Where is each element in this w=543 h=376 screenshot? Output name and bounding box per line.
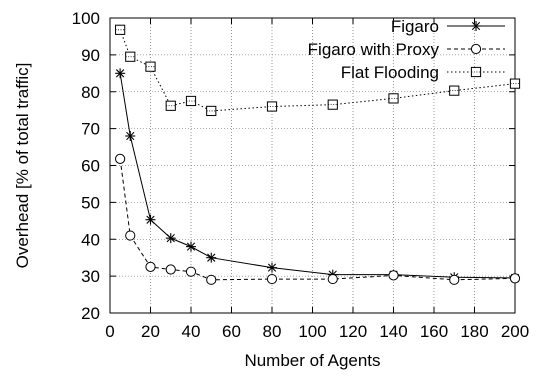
y-tick-label: 40 — [81, 230, 100, 249]
series-layer — [115, 24, 521, 285]
data-point — [206, 105, 217, 117]
x-tick-label: 20 — [141, 322, 160, 341]
x-tick-label: 200 — [501, 322, 529, 341]
legend-entry: Flat Flooding — [341, 63, 505, 82]
data-point — [145, 214, 156, 225]
x-tick-label: 100 — [298, 322, 326, 341]
x-tick-label: 160 — [420, 322, 448, 341]
legend-entry: Figaro with Proxy — [308, 40, 505, 59]
series-flat-flooding — [115, 24, 521, 117]
x-tick-label: 40 — [182, 322, 201, 341]
data-point — [509, 273, 521, 284]
data-point — [125, 230, 136, 241]
x-tick-label: 80 — [263, 322, 282, 341]
legend-label: Flat Flooding — [341, 63, 439, 82]
data-point — [125, 131, 136, 141]
data-point — [115, 153, 126, 164]
legend-marker — [471, 21, 481, 31]
data-point — [165, 233, 176, 244]
y-tick-label: 20 — [81, 304, 100, 323]
series-figaro-with-proxy — [115, 153, 521, 285]
data-point — [165, 264, 176, 275]
y-tick-label: 100 — [72, 9, 100, 28]
data-point — [266, 101, 278, 112]
data-point — [145, 61, 156, 72]
y-tick-label: 50 — [81, 193, 100, 212]
y-tick-label: 90 — [81, 46, 100, 65]
axes: 0 20 40 60 80 100 120 140 160 180 200 20 30 40 50 60 70 8… — [72, 9, 530, 341]
data-point — [267, 262, 277, 273]
data-point — [185, 266, 197, 277]
data-point — [145, 261, 156, 273]
data-point — [388, 93, 399, 104]
data-point — [115, 24, 126, 35]
data-point — [509, 78, 521, 89]
data-point — [206, 252, 217, 263]
data-point — [327, 99, 338, 110]
legend: Figaro Figaro with Proxy Flat Flooding — [308, 17, 505, 82]
data-point — [186, 241, 196, 252]
data-point — [206, 274, 217, 285]
x-tick-label: 0 — [105, 322, 114, 341]
data-point — [327, 273, 338, 285]
legend-marker — [470, 66, 482, 78]
data-point — [266, 273, 278, 285]
x-tick-label: 180 — [460, 322, 488, 341]
legend-entry: Figaro — [391, 17, 505, 36]
data-point — [115, 68, 126, 79]
y-tick-label: 60 — [81, 157, 100, 176]
x-tick-label: 140 — [379, 322, 407, 341]
grid — [110, 18, 515, 313]
data-point — [449, 85, 460, 96]
x-tick-label: 60 — [222, 322, 241, 341]
y-tick-label: 70 — [81, 120, 100, 139]
data-point — [165, 100, 176, 111]
x-tick-label: 120 — [339, 322, 367, 341]
data-point — [449, 274, 460, 285]
data-point — [125, 51, 136, 62]
legend-marker — [470, 43, 482, 55]
legend-label: Figaro with Proxy — [308, 40, 440, 59]
data-point — [185, 95, 197, 107]
legend-label: Figaro — [391, 17, 439, 36]
y-tick-label: 30 — [81, 267, 100, 286]
y-tick-label: 80 — [81, 83, 100, 102]
data-point — [388, 270, 399, 281]
series-line — [119, 158, 516, 281]
series-figaro — [115, 68, 520, 283]
x-axis-title: Number of Agents — [244, 351, 380, 370]
y-axis-title: Overhead [% of total traffic] — [13, 63, 32, 269]
